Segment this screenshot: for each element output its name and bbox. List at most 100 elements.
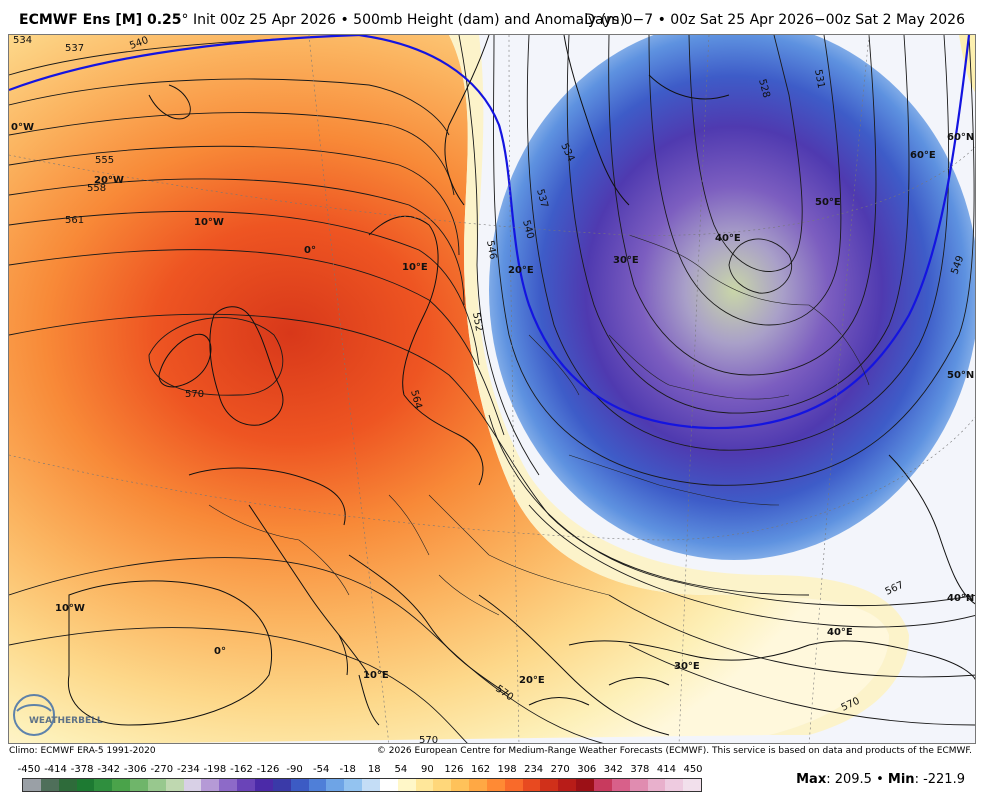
colorbar-swatch [112,779,131,791]
colorbar-tick-label: 54 [394,764,408,775]
contour-label-558: 558 [87,183,106,194]
colorbar-swatch [219,779,238,791]
colorbar-tick-label: 270 [550,764,570,775]
colorbar-ticks: -450 -414 -378 -342 -306 -270 -234 -198 -162 -126… [0,764,984,776]
colorbar-tick-label: -18 [339,764,356,775]
colorbar-swatch [290,779,309,791]
colorbar-swatch [308,779,327,791]
colorbar-swatch [522,779,541,791]
colorbar-swatch [611,779,630,791]
coastlines [67,35,975,736]
colorbar-tick-label: 414 [656,764,676,775]
graticule [9,35,975,743]
lon-label-30e: 30°E [613,255,639,266]
valid-period: Days 0−7 • 00z Sat 25 Apr 2026−00z Sat 2… [584,12,965,28]
colorbar-swatch [237,779,255,791]
colorbar-swatch [486,779,505,791]
colorbar-swatch [40,779,59,791]
colorbar-tick-label: -90 [286,764,303,775]
lon-label-0w: 0°W [11,122,34,133]
lon-label-20w: 20°W [94,175,124,186]
lat-label-60n: 60°N [947,132,974,143]
colorbar-tick-label: 378 [630,764,650,775]
colorbar-swatch [23,779,41,791]
weatherbell-logo: WEATHERBELL [13,694,103,736]
init-time: Init 00z 25 Apr 2026 [192,12,336,28]
copyright-note: © 2026 European Centre for Medium-Range … [376,746,972,756]
contour-label-546: 546 [484,240,498,261]
lon-label-10w-south: 10°W [55,603,85,614]
height-contours [9,35,975,743]
lon-label-10e: 10°E [402,262,428,273]
max-label: Max [796,772,827,787]
colorbar-tick-label: 18 [367,764,381,775]
colorbar-swatch [594,779,612,791]
colorbar-tick-label: 234 [524,764,544,775]
lat-label-50n: 50°N [947,370,974,381]
degree-symbol: ° [181,12,189,28]
colorbar-tick-label: -306 [123,764,147,775]
lat-label-40n: 40°N [947,593,974,604]
colorbar-swatch [344,779,363,791]
lon-label-30e-south: 30°E [674,661,700,672]
colorbar-swatch [540,779,559,791]
colorbar-tick-label: 342 [603,764,623,775]
colorbar-swatch [76,779,95,791]
min-label: Min [887,772,915,787]
lon-label-50e: 50°E [815,197,841,208]
colorbar-swatch [647,779,666,791]
logo-ring-icon [13,694,55,736]
lon-label-10w: 10°W [194,217,224,228]
contour-label-537-west: 537 [65,43,84,54]
colorbar-swatch [629,779,648,791]
colorbar-swatch [165,779,184,791]
colorbar-tick-label: -414 [44,764,67,775]
colorbar-tick-label: 162 [470,764,491,775]
lon-label-60e: 60°E [910,150,936,161]
colorbar-tick-label: 450 [683,764,703,775]
colorbar-tick-label: -162 [230,764,253,775]
colorbar-swatch [94,779,113,791]
colorbar-swatch [201,779,220,791]
colorbar-swatch [254,779,273,791]
colorbar-tick-label: 306 [577,764,597,775]
colorbar-swatch [130,779,148,791]
colorbar-tick-label: -126 [256,764,280,775]
contour-label-528: 528 [756,78,772,99]
colorbar-swatch [504,779,523,791]
colorbar-swatch [362,779,380,791]
graticule-labels: 0°W 20°W 10°W 0° 10°E 20°E 30°E 40°E 50°… [11,122,974,686]
colorbar-tick-label: -234 [177,764,200,775]
contour-label-555: 555 [95,155,114,166]
title-bullet: • [340,12,349,28]
model-name: ECMWF Ens [M] 0.25 [19,12,182,28]
lon-label-40e-south: 40°E [827,627,853,638]
colorbar-swatch [469,779,487,791]
colorbar-tick-label: -270 [150,764,174,775]
lon-label-20e-south: 20°E [519,675,545,686]
colorbar-swatch [415,779,434,791]
climo-note: Climo: ECMWF ERA-5 1991-2020 [9,746,156,756]
colorbar-swatch [683,779,702,791]
lon-label-0: 0° [304,245,316,256]
colorbar-tick-label: 126 [444,764,464,775]
colorbar-swatch [397,779,416,791]
contour-label-534-west: 534 [13,35,32,46]
colorbar-swatch [451,779,470,791]
map-title: ECMWF Ens [M] 0.25° Init 00z 25 Apr 2026… [19,12,625,28]
contour-label-540-east: 540 [520,219,536,240]
contour-value-labels: 534 537 540 555 558 561 570 528 531 534 … [13,35,966,743]
contour-label-552: 552 [470,312,484,333]
field-description: 500mb Height (dam) and Anomaly (m) [353,12,626,28]
weather-map[interactable]: 0°W 20°W 10°W 0° 10°E 20°E 30°E 40°E 50°… [8,34,976,744]
lon-label-40e: 40°E [715,233,741,244]
contour-label-561: 561 [65,215,84,226]
colorbar-tick-label: -378 [70,764,94,775]
colorbar-swatch [272,779,291,791]
colorbar-tick-label: -198 [203,764,227,775]
colorbar-swatch [558,779,577,791]
colorbar-swatch [665,779,684,791]
colorbar-tick-label: -450 [17,764,41,775]
colorbar-swatch [147,779,166,791]
min-value: -221.9 [923,772,965,787]
